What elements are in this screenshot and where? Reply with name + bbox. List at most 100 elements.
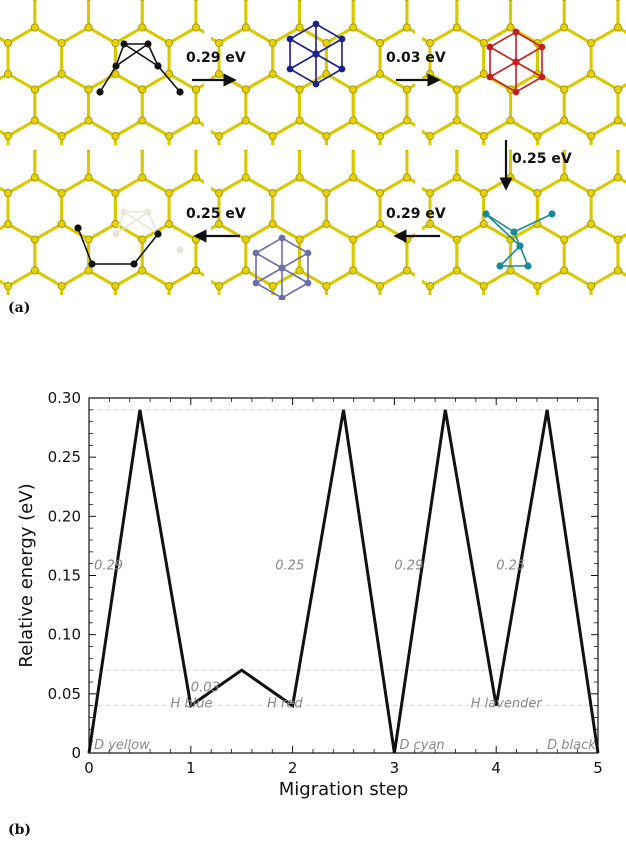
lattice-atom	[508, 150, 513, 151]
lattice-atom	[323, 96, 330, 103]
lattice-atom	[57, 131, 66, 140]
lattice-atom	[269, 96, 276, 103]
lattice-atom	[246, 143, 253, 150]
lattice-atom	[268, 70, 277, 79]
lattice-atom	[402, 85, 411, 94]
lattice-atom	[350, 210, 357, 217]
x-tick-label: 5	[593, 759, 603, 777]
lattice-atom	[426, 96, 433, 103]
lattice-atom	[58, 96, 65, 103]
lattice-atom	[560, 235, 569, 244]
lattice-atom	[165, 131, 174, 140]
lattice-frame-2	[373, 0, 626, 217]
lattice-atom	[346, 143, 353, 150]
lattice-atom	[268, 39, 277, 48]
lattice-atom	[30, 266, 39, 275]
lattice-atom	[322, 131, 331, 140]
lattice-atom	[349, 235, 358, 244]
lattice-atom	[613, 235, 622, 244]
lattice-atom	[241, 85, 250, 94]
lattice-atom	[295, 116, 304, 125]
lattice-atom	[57, 281, 66, 290]
lattice-atom	[452, 23, 461, 32]
barrier-energy-label: 0.25 eV	[512, 151, 572, 167]
y-tick-label: 0.05	[48, 685, 81, 703]
state-label: H red	[267, 697, 303, 712]
lattice-atom	[4, 219, 12, 228]
lattice-atom	[615, 150, 620, 151]
migration-arrow-4: 0.25 eV	[186, 206, 246, 243]
defect-black-cluster	[74, 224, 162, 268]
lattice-atom	[376, 219, 385, 228]
lattice-atom	[376, 96, 383, 103]
lattice-atom	[273, 163, 280, 170]
lattice-atom	[613, 85, 622, 94]
lattice-atom	[373, 163, 380, 170]
defect-cyan-cluster	[482, 210, 556, 270]
lattice-atom	[140, 150, 145, 151]
lattice-atom	[214, 219, 223, 228]
y-tick-label: 0	[71, 744, 81, 762]
lattice-atom	[587, 39, 596, 48]
lattice-atom	[300, 143, 307, 150]
lattice-atom	[215, 96, 222, 103]
lattice-atom	[84, 116, 93, 125]
lattice-frame-3	[0, 96, 307, 295]
lattice-atom	[4, 188, 12, 197]
lattice-bonds	[211, 0, 415, 145]
lattice-atom	[191, 85, 200, 94]
x-tick-label: 4	[491, 759, 501, 777]
lattice-atom	[511, 143, 518, 150]
lattice-atom	[162, 96, 169, 103]
lattice-atom	[31, 210, 38, 217]
lattice-atom	[425, 131, 434, 140]
lattice-atom	[84, 173, 93, 182]
lattice-bonds	[422, 0, 626, 145]
lattice-atom	[402, 23, 411, 32]
lattice-atom	[111, 281, 120, 290]
lattice-atom	[191, 173, 200, 182]
lattice-atom	[162, 163, 169, 170]
migration-arrow-1: 0.29 eV	[186, 50, 246, 87]
lattice-atom	[484, 96, 491, 103]
lattice-atom	[4, 39, 12, 48]
lattice-atom	[138, 173, 147, 182]
barrier-energy-label: 0.29 eV	[186, 50, 246, 66]
lattice-atom	[84, 85, 93, 94]
lattice-atom	[58, 163, 65, 170]
lattice-atom	[479, 131, 488, 140]
y-tick-label: 0.15	[48, 567, 81, 585]
lattice-bonds	[422, 150, 626, 295]
lattice-atom	[322, 281, 331, 290]
lattice-atom	[538, 96, 545, 103]
lattice-atoms	[373, 0, 622, 217]
lattice-atom	[457, 210, 464, 217]
lattice-atom	[135, 143, 142, 150]
lattice-atom	[614, 210, 621, 217]
lattice-atom	[506, 266, 515, 275]
lattice-atom	[138, 85, 147, 94]
lattice-atom	[30, 173, 39, 182]
lattice-atom	[30, 235, 39, 244]
x-axis-title: Migration step	[279, 779, 409, 800]
lattice-atom	[425, 281, 434, 290]
migration-arrow-5: 0.29 eV	[386, 206, 446, 243]
lattice-atom	[295, 266, 304, 275]
y-tick-label: 0.25	[48, 448, 81, 466]
lattice-atom	[138, 235, 147, 244]
barrier-label: 0.03	[191, 680, 220, 695]
lattice-frame-0	[0, 0, 280, 217]
lattice-atom	[214, 281, 223, 290]
lattice-atom	[214, 70, 223, 79]
lattice-atom	[111, 188, 120, 197]
lattice-atoms	[162, 0, 464, 217]
lattice-atom	[454, 150, 459, 151]
lattice-atom	[57, 39, 66, 48]
state-label: D black	[547, 738, 596, 753]
lattice-atom	[613, 266, 622, 275]
lattice-atom	[214, 131, 223, 140]
x-tick-label: 1	[186, 759, 196, 777]
lattice-atom	[376, 163, 383, 170]
lattice-atom	[214, 39, 223, 48]
defect-blue-star	[286, 20, 346, 88]
